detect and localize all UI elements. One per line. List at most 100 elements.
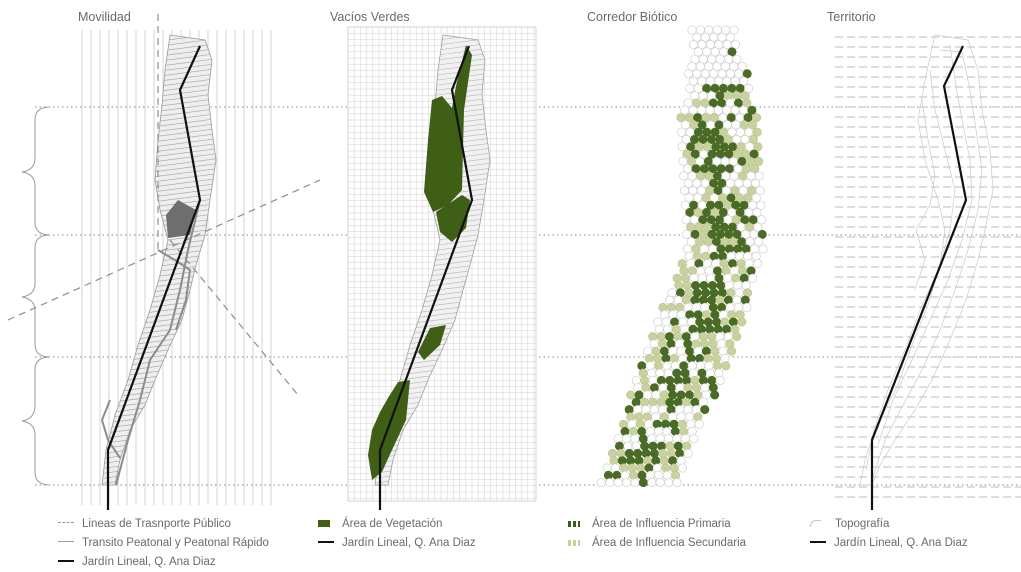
corridor-cell — [683, 448, 693, 458]
corridor-cell — [682, 244, 692, 254]
corridor-cell — [743, 251, 753, 261]
corridor-cell — [620, 426, 630, 436]
corridor-cell — [612, 470, 622, 480]
corridor-cell — [694, 419, 704, 429]
corridor-cell — [668, 412, 678, 422]
corridor-cell — [641, 448, 651, 458]
corridor-cell — [733, 244, 743, 254]
corridor-cell — [687, 426, 697, 436]
corridor-cell — [603, 470, 613, 480]
corridor-cell — [682, 441, 692, 451]
corridor-cell — [649, 339, 659, 349]
corridor-cell — [624, 405, 634, 415]
corridor-cell — [690, 375, 700, 385]
panel-corredor-biotico — [596, 25, 768, 488]
secondary-influence-icon — [568, 539, 580, 546]
corridor-cell — [754, 156, 764, 166]
corridor-cell — [748, 135, 758, 145]
panel-territorio — [835, 34, 1021, 510]
corridor-cell — [676, 456, 686, 466]
corridor-cell — [679, 426, 689, 436]
dashed-hatch — [835, 36, 1021, 498]
corridor-cell — [717, 302, 727, 312]
corridor-cell — [680, 200, 690, 210]
corridor-cell — [694, 259, 704, 269]
corridor-cell — [729, 266, 739, 276]
green-patch-icon — [318, 520, 330, 528]
corridor-cell — [755, 186, 765, 196]
corridor-cell — [706, 332, 716, 342]
corridor-cell — [684, 251, 694, 261]
corridor-cell — [685, 83, 695, 93]
corridor-cell — [690, 332, 700, 342]
corridor-cell — [613, 434, 623, 444]
corridor-cell — [688, 324, 698, 334]
corridor-cell — [744, 259, 754, 269]
corridor-cell — [700, 405, 710, 415]
corridor-cell — [649, 383, 659, 393]
corridor-cell — [672, 434, 682, 444]
corridor-cell — [664, 332, 674, 342]
corridor-cell — [691, 339, 701, 349]
corridor-cell — [655, 368, 665, 378]
corridor-cell — [647, 434, 657, 444]
corridor-cell — [619, 463, 629, 473]
corridor-cell — [734, 251, 744, 261]
corridor-cell — [630, 434, 640, 444]
corridor-cell — [675, 383, 685, 393]
corridor-cell — [756, 200, 766, 210]
corridor-cell — [626, 456, 636, 466]
corridor-cell — [758, 244, 768, 254]
corridor-cell — [648, 397, 658, 407]
corridor-cell — [630, 478, 640, 488]
panel-vacios-verdes — [347, 26, 537, 510]
corridor-cell — [685, 346, 695, 356]
corridor-cell — [623, 441, 633, 451]
corridor-cell — [672, 478, 682, 488]
corridor-cell — [654, 324, 664, 334]
corridor-cell — [728, 259, 738, 269]
corridor-cell — [690, 295, 700, 305]
corridor-cell — [654, 361, 664, 371]
corridor-cell — [616, 448, 626, 458]
corridor-cell — [732, 295, 742, 305]
corridor-cell — [757, 229, 767, 239]
corridor-cell — [708, 339, 718, 349]
corridor-cell — [661, 419, 671, 429]
legend-item: Área de Vegetación — [318, 518, 442, 530]
corridor-cell — [727, 346, 737, 356]
corridor-cell — [750, 164, 760, 174]
legend-item: Lineas de Trasnporte Público — [58, 518, 231, 530]
legend-item: Transito Peatonal y Peatonal Rápido — [58, 537, 269, 549]
corridor-cell — [726, 251, 736, 261]
corridor-cell — [724, 244, 734, 254]
corridor-cell — [737, 61, 747, 71]
black-line-icon — [810, 540, 826, 543]
corridor-cell — [697, 273, 707, 283]
panel-title-vacios-verdes: Vacíos Verdes — [330, 10, 410, 24]
corridor-cell — [617, 456, 627, 466]
corridor-cell — [647, 478, 657, 488]
corridor-cell — [680, 273, 690, 283]
corridor-cell — [666, 339, 676, 349]
legend-item: Área de Influencia Primaria — [568, 518, 731, 530]
corridor-cell — [716, 280, 726, 290]
corridor-cell — [645, 361, 655, 371]
corridor-cell — [716, 339, 726, 349]
corridor-cell — [740, 91, 750, 101]
dashed-line-icon — [58, 522, 74, 524]
corridor-cell — [680, 434, 690, 444]
legend-item: Jardín Lineal, Q. Ana Diaz — [318, 537, 476, 549]
corridor-cell — [645, 426, 655, 436]
corridor-cell — [644, 419, 654, 429]
corridor-cell — [722, 324, 732, 334]
corridor-cell — [686, 259, 696, 269]
corridor-cell — [744, 83, 754, 93]
corridor-cell — [658, 302, 668, 312]
corridor-cell — [656, 397, 666, 407]
corridor-cell — [711, 259, 721, 269]
corridor-cell — [631, 397, 641, 407]
corridor-cell — [607, 448, 617, 458]
corridor-cell — [748, 273, 758, 283]
